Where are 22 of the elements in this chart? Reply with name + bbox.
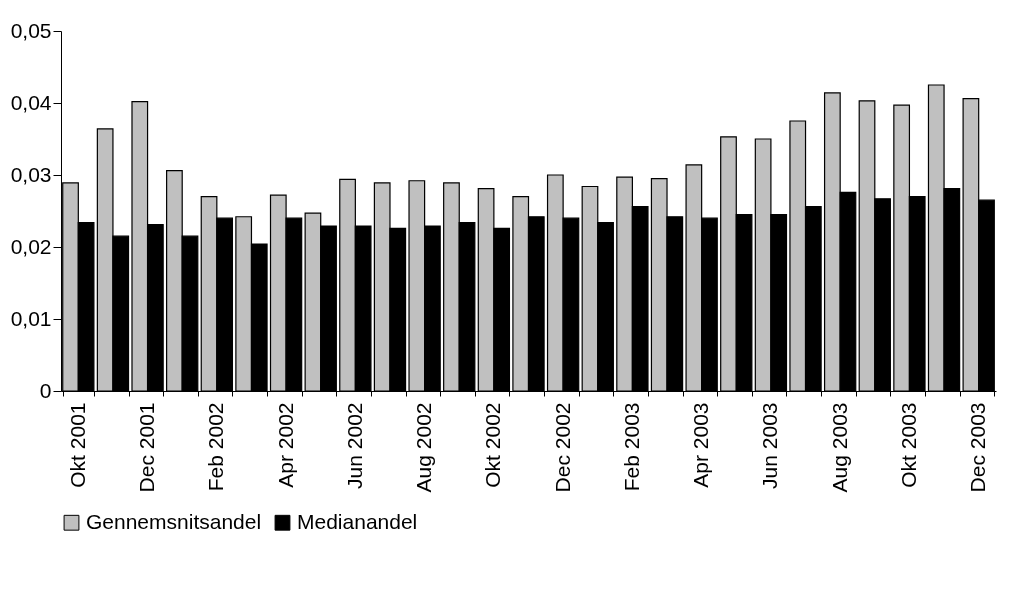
x-tick-label: Dec 2002 (550, 402, 574, 493)
x-tick-label: Aug 2002 (412, 402, 436, 493)
x-tick-label: Feb 2002 (204, 402, 228, 492)
y-tick-label: 0,01 (10, 306, 52, 330)
x-tick-label: Okt 2002 (481, 402, 505, 488)
legend-label: Medianandel (297, 509, 418, 533)
y-tick-label: 0,03 (10, 162, 52, 186)
y-tick-label: 0,02 (10, 234, 52, 258)
y-tick-label: 0,04 (10, 90, 52, 114)
y-tick-label: 0 (39, 378, 52, 402)
x-tick-label: Dec 2003 (966, 402, 990, 493)
x-tick-label: Apr 2002 (273, 402, 297, 488)
x-tick-label: Dec 2001 (135, 402, 159, 493)
legend-label: Gennemsnitsandel (86, 509, 262, 533)
x-tick-label: Feb 2003 (619, 402, 643, 492)
x-tick-label: Jun 2002 (342, 402, 366, 489)
x-tick-label: Apr 2003 (689, 402, 713, 488)
x-tick-label: Okt 2003 (896, 402, 920, 488)
y-tick-label: 0,05 (10, 18, 52, 42)
x-tick-label: Aug 2003 (827, 402, 851, 493)
x-tick-label: Okt 2001 (65, 402, 89, 488)
x-tick-label: Jun 2003 (758, 402, 782, 489)
